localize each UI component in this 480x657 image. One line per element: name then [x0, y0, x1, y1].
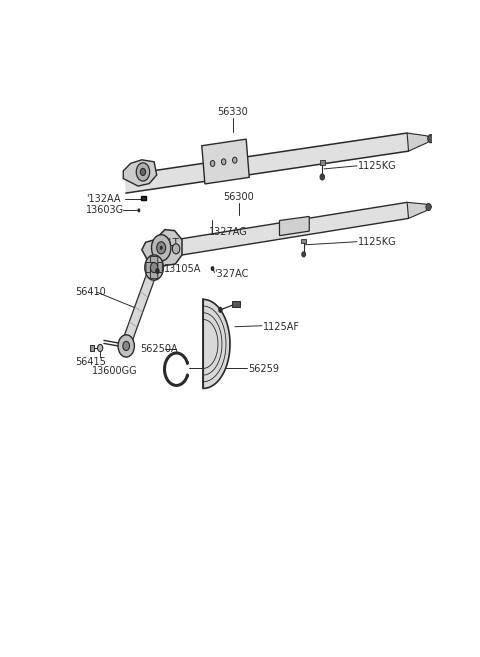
Text: '327AC: '327AC — [215, 269, 249, 279]
Text: 13600GG: 13600GG — [92, 366, 137, 376]
Text: 56259: 56259 — [248, 364, 279, 374]
Text: 1125AF: 1125AF — [263, 322, 300, 332]
Circle shape — [140, 168, 145, 175]
Text: 13105A: 13105A — [164, 263, 202, 273]
FancyBboxPatch shape — [301, 238, 306, 243]
Text: '132AA: '132AA — [86, 194, 120, 204]
Circle shape — [156, 242, 166, 254]
Polygon shape — [121, 269, 156, 350]
Polygon shape — [124, 133, 408, 193]
FancyBboxPatch shape — [320, 160, 325, 166]
Polygon shape — [123, 160, 156, 186]
Circle shape — [320, 174, 324, 180]
Circle shape — [211, 266, 215, 271]
Circle shape — [123, 342, 130, 350]
Circle shape — [118, 335, 134, 357]
FancyBboxPatch shape — [150, 269, 158, 279]
Circle shape — [221, 159, 226, 165]
Text: TILT: TILT — [158, 238, 179, 248]
Circle shape — [150, 263, 158, 273]
Circle shape — [97, 344, 103, 351]
FancyBboxPatch shape — [90, 345, 94, 351]
Circle shape — [426, 204, 431, 211]
Polygon shape — [203, 300, 230, 388]
Polygon shape — [202, 139, 249, 184]
Polygon shape — [407, 133, 434, 151]
FancyBboxPatch shape — [232, 301, 240, 307]
Polygon shape — [279, 216, 309, 236]
Circle shape — [160, 246, 163, 250]
FancyBboxPatch shape — [155, 263, 162, 273]
Circle shape — [136, 163, 150, 181]
Circle shape — [155, 268, 160, 274]
Text: 1125KG: 1125KG — [358, 237, 396, 247]
Circle shape — [302, 252, 305, 257]
Circle shape — [428, 135, 434, 143]
Text: 1327AG: 1327AG — [209, 227, 248, 237]
Polygon shape — [142, 229, 182, 266]
Circle shape — [186, 361, 189, 365]
Circle shape — [218, 307, 223, 313]
Text: 56415: 56415 — [75, 357, 106, 367]
Text: 56410: 56410 — [75, 287, 106, 298]
FancyBboxPatch shape — [141, 196, 145, 200]
FancyBboxPatch shape — [150, 256, 158, 267]
Circle shape — [186, 373, 189, 378]
Circle shape — [232, 157, 237, 163]
Circle shape — [172, 244, 180, 254]
Text: 13603G: 13603G — [86, 206, 124, 215]
Circle shape — [210, 160, 215, 166]
Circle shape — [152, 235, 171, 261]
Text: 56330: 56330 — [217, 107, 248, 117]
FancyBboxPatch shape — [146, 263, 154, 273]
Text: 56250A: 56250A — [140, 344, 178, 354]
Polygon shape — [407, 202, 432, 218]
Text: 56300: 56300 — [223, 193, 254, 202]
Text: 1125KG: 1125KG — [358, 161, 396, 171]
Polygon shape — [169, 202, 408, 257]
Circle shape — [145, 255, 163, 280]
Circle shape — [137, 208, 140, 212]
